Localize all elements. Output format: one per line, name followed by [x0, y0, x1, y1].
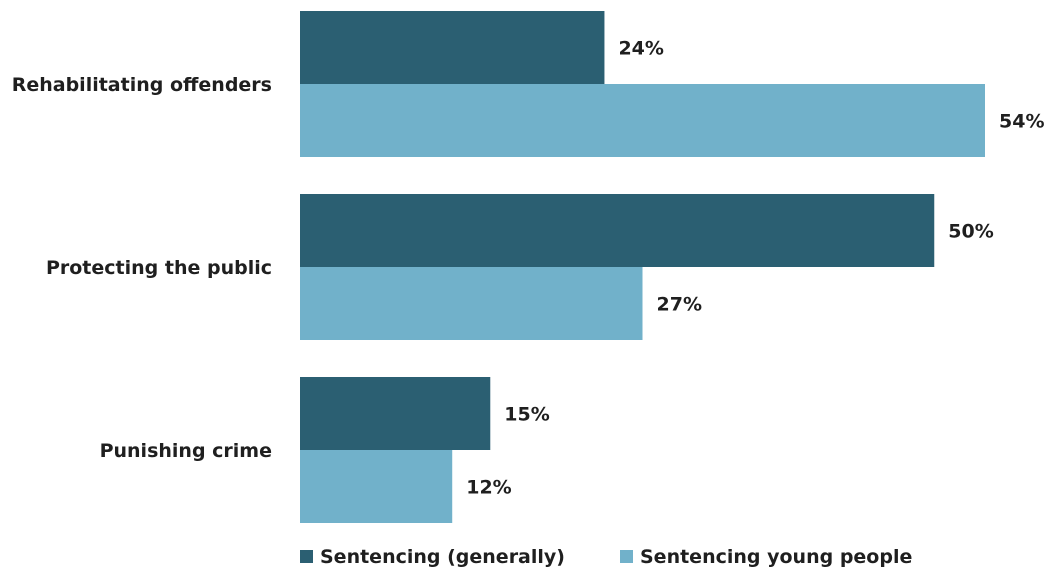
- value-label-punishing-crime-series-1: 15%: [504, 404, 549, 426]
- category-labels: Rehabilitating offenders Protecting the p…: [12, 74, 272, 462]
- bar-rehabilitating-offenders-series-2: [300, 84, 985, 157]
- value-labels: 24% 54% 50% 27% 15% 12%: [466, 38, 1044, 499]
- legend-label-series-1: Sentencing (generally): [320, 546, 565, 568]
- value-label-punishing-crime-series-2: 12%: [466, 477, 511, 499]
- legend-label-series-2: Sentencing young people: [640, 546, 912, 568]
- value-label-protecting-the-public-series-1: 50%: [948, 221, 993, 243]
- category-label-protecting-the-public: Protecting the public: [46, 257, 272, 279]
- bars: [300, 11, 985, 523]
- bar-protecting-the-public-series-1: [300, 194, 935, 267]
- bar-protecting-the-public-series-2: [300, 267, 643, 340]
- legend-swatch-series-2: [620, 550, 633, 563]
- legend: Sentencing (generally) Sentencing young p…: [300, 546, 912, 568]
- category-label-punishing-crime: Punishing crime: [100, 440, 272, 462]
- value-label-protecting-the-public-series-2: 27%: [657, 294, 702, 316]
- bar-rehabilitating-offenders-series-1: [300, 11, 605, 84]
- category-label-rehabilitating-offenders: Rehabilitating offenders: [12, 74, 272, 96]
- legend-swatch-series-1: [300, 550, 313, 563]
- bar-punishing-crime-series-2: [300, 450, 453, 523]
- value-label-rehabilitating-offenders-series-2: 54%: [999, 111, 1044, 133]
- bar-punishing-crime-series-1: [300, 377, 491, 450]
- value-label-rehabilitating-offenders-series-1: 24%: [618, 38, 663, 60]
